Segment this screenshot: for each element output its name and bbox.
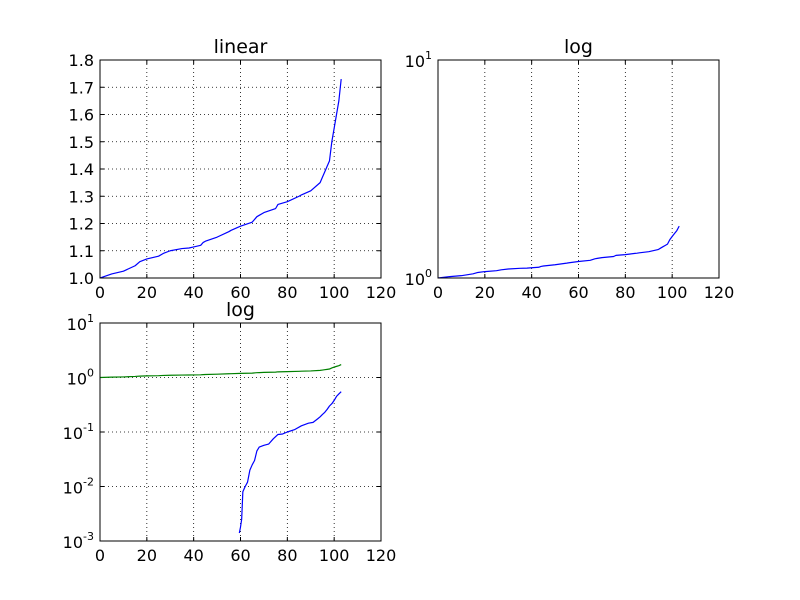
x-tick-label: 60 bbox=[230, 546, 250, 565]
y-tick-label: 1.0 bbox=[69, 269, 94, 288]
x-tick-label: 80 bbox=[277, 546, 297, 565]
y-tick-label-base: 10 bbox=[63, 424, 83, 443]
y-tick-label-exponent: 1 bbox=[87, 312, 94, 325]
y-tick-label-base: 10 bbox=[63, 479, 83, 498]
y-tick-label: 1.5 bbox=[69, 133, 94, 152]
series-line bbox=[438, 225, 680, 278]
x-tick-label: 0 bbox=[95, 283, 105, 302]
y-tick-label: 100 bbox=[405, 267, 432, 289]
series-line bbox=[100, 363, 342, 379]
series-line bbox=[100, 79, 342, 278]
y-tick-label: 1.8 bbox=[69, 51, 94, 70]
x-tick-label: 40 bbox=[183, 546, 203, 565]
y-tick-label-exponent: 0 bbox=[87, 367, 94, 380]
x-tick-label: 60 bbox=[568, 283, 588, 302]
axes-linear: linear 0 20 40 60 80 100 120 1.0 1.1 1.2 1.3 1.4 1.5… bbox=[69, 36, 397, 302]
y-tick-label-exponent: -3 bbox=[83, 530, 94, 543]
x-tick-label: 100 bbox=[319, 283, 350, 302]
x-tick-label: 60 bbox=[230, 283, 250, 302]
y-tick-label: 101 bbox=[67, 312, 94, 334]
plot-frame bbox=[437, 59, 720, 279]
x-tick-label: 100 bbox=[319, 546, 350, 565]
x-tick-label: 20 bbox=[137, 283, 157, 302]
y-tick-label-base: 10 bbox=[67, 315, 87, 334]
x-tick-label: 20 bbox=[137, 546, 157, 565]
y-tick-label-base: 10 bbox=[63, 533, 83, 552]
y-tick-label-exponent: -2 bbox=[83, 476, 94, 489]
y-tick-label: 1.6 bbox=[69, 106, 94, 125]
x-tick-label: 20 bbox=[475, 283, 495, 302]
y-tick-label: 101 bbox=[405, 49, 432, 71]
x-tick-label: 120 bbox=[366, 546, 397, 565]
y-tick-label-exponent: -1 bbox=[83, 421, 94, 434]
x-tick-label: 100 bbox=[657, 283, 688, 302]
y-tick-label: 10-3 bbox=[63, 530, 94, 552]
x-tick-label: 0 bbox=[433, 283, 443, 302]
y-tick-label-exponent: 0 bbox=[425, 267, 432, 280]
y-tick-label-base: 10 bbox=[405, 270, 425, 289]
x-tick-label: 40 bbox=[521, 283, 541, 302]
axes-title: log bbox=[226, 299, 255, 321]
y-tick-label: 100 bbox=[67, 367, 94, 389]
plot-frame bbox=[99, 322, 382, 542]
x-tick-label: 120 bbox=[704, 283, 735, 302]
x-tick-label: 80 bbox=[277, 283, 297, 302]
y-tick-label: 1.3 bbox=[69, 187, 94, 206]
y-tick-label: 1.1 bbox=[69, 242, 94, 261]
y-tick-label-exponent: 1 bbox=[425, 49, 432, 62]
y-tick-label: 1.4 bbox=[69, 160, 94, 179]
y-tick-label-base: 10 bbox=[67, 370, 87, 389]
axes-title: linear bbox=[214, 36, 268, 58]
y-tick-label: 10-1 bbox=[63, 421, 94, 443]
axes-title: log bbox=[564, 36, 593, 58]
y-tick-label: 1.2 bbox=[69, 215, 94, 234]
y-tick-label-base: 10 bbox=[405, 52, 425, 71]
y-tick-label: 1.7 bbox=[69, 78, 94, 97]
series-line bbox=[238, 391, 342, 534]
x-tick-label: 0 bbox=[95, 546, 105, 565]
x-tick-label: 120 bbox=[366, 283, 397, 302]
x-tick-label: 40 bbox=[183, 283, 203, 302]
plot-frame bbox=[99, 59, 382, 279]
x-tick-label: 80 bbox=[615, 283, 635, 302]
y-tick-label: 10-2 bbox=[63, 476, 94, 498]
